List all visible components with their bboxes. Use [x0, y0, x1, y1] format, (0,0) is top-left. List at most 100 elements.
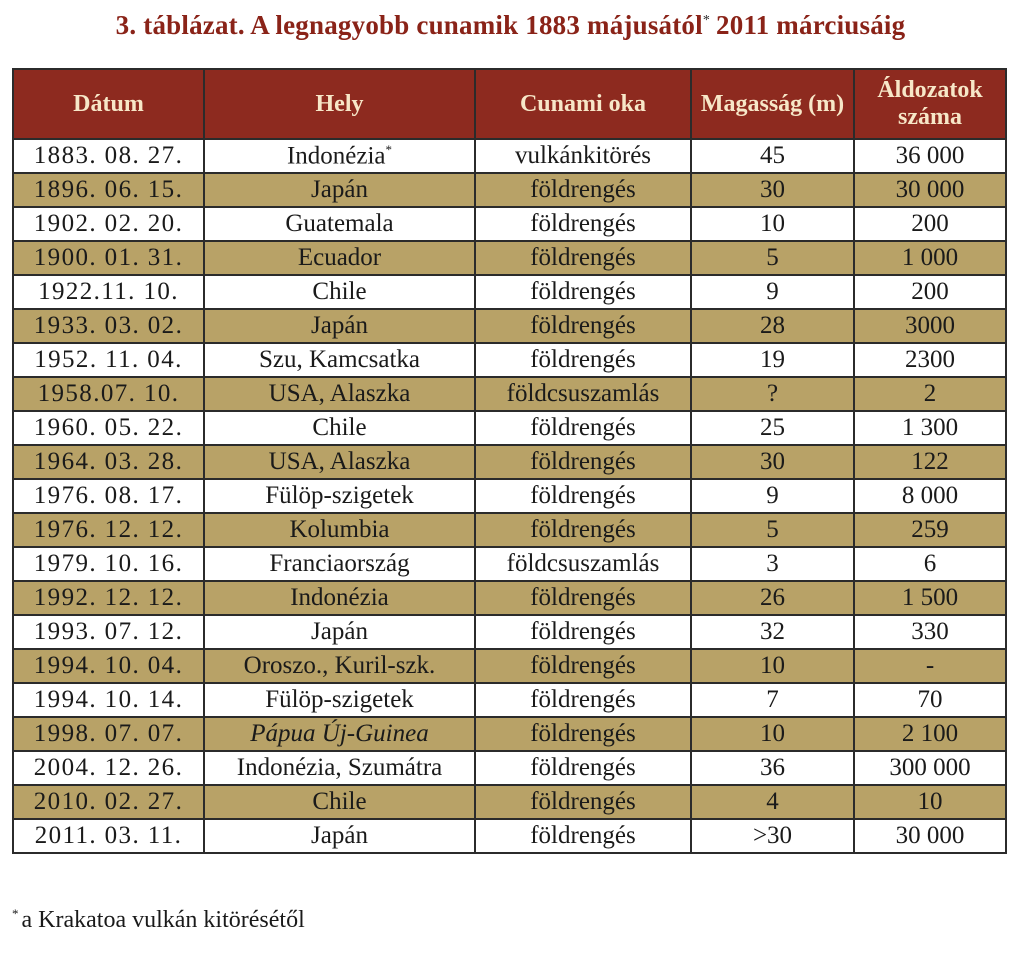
cell-victims: 2 — [853, 376, 1007, 412]
cell-height: 9 — [690, 478, 855, 514]
cell-cause: földrengés — [474, 308, 692, 344]
table-row: 1994. 10. 14. Fülöp-szigetek földrengés 7 70 — [12, 682, 1007, 718]
cell-cause: földrengés — [474, 172, 692, 208]
cell-victims: 330 — [853, 614, 1007, 650]
cell-place-text: Oroszo., Kuril-szk. — [243, 652, 436, 679]
cell-victims: 36 000 — [853, 138, 1007, 174]
cell-place: Japán — [203, 308, 476, 344]
cell-height: 10 — [690, 206, 855, 242]
cell-place-text: Japán — [311, 312, 368, 339]
cell-height: 3 — [690, 546, 855, 582]
cell-victims: 1 500 — [853, 580, 1007, 616]
table-row: 1976. 08. 17. Fülöp-szigetek földrengés 9 8 … — [12, 478, 1007, 514]
cell-cause: földcsuszamlás — [474, 546, 692, 582]
table-row: 1933. 03. 02. Japán földrengés 28 3000 — [12, 308, 1007, 344]
cell-place-text: Chile — [312, 414, 367, 441]
cell-date: 1992. 12. 12. — [12, 580, 205, 616]
cell-height: 36 — [690, 750, 855, 786]
table-title-text-end: 2011 márciusáig — [716, 10, 906, 40]
cell-victims: 10 — [853, 784, 1007, 820]
cell-place: Ecuador — [203, 240, 476, 276]
cell-date: 1902. 02. 20. — [12, 206, 205, 242]
cell-date: 1900. 01. 31. — [12, 240, 205, 276]
cell-place-text: Indonézia — [290, 584, 389, 611]
cell-place-text: USA, Alaszka — [268, 380, 411, 407]
table-row: 1900. 01. 31. Ecuador földrengés 5 1 000 — [12, 240, 1007, 276]
header-cause: Cunami oka — [474, 68, 692, 140]
cell-height: 19 — [690, 342, 855, 378]
cell-victims: 2300 — [853, 342, 1007, 378]
cell-place-text: Indonézia — [286, 142, 386, 170]
cell-place-text: Fülöp-szigetek — [265, 482, 414, 509]
cell-cause: földrengés — [474, 206, 692, 242]
cell-date: 2010. 02. 27. — [12, 784, 205, 820]
cell-date: 1979. 10. 16. — [12, 546, 205, 582]
cell-victims: 3000 — [853, 308, 1007, 344]
cell-victims: 200 — [853, 274, 1007, 310]
cell-cause: földrengés — [474, 716, 692, 752]
table-row: 1952. 11. 04. Szu, Kamcsatka földrengés 19 2… — [12, 342, 1007, 378]
cell-victims: 70 — [853, 682, 1007, 718]
title-footnote-marker: * — [702, 13, 711, 28]
cell-victims: 300 000 — [853, 750, 1007, 786]
cell-place: USA, Alaszka — [203, 376, 476, 412]
cell-cause: földrengés — [474, 478, 692, 514]
cell-place-text: Franciaország — [269, 550, 410, 577]
footnote-marker: * — [12, 906, 19, 921]
cell-place: Chile — [203, 410, 476, 446]
cell-place: Japán — [203, 818, 476, 854]
table-row: 1992. 12. 12. Indonézia földrengés 26 1 500 — [12, 580, 1007, 616]
cell-height: >30 — [690, 818, 855, 854]
cell-date: 1964. 03. 28. — [12, 444, 205, 480]
table-row: 1993. 07. 12. Japán földrengés 32 330 — [12, 614, 1007, 650]
cell-victims: 259 — [853, 512, 1007, 548]
cell-place-text: Ecuador — [297, 244, 382, 271]
cell-place: Fülöp-szigetek — [203, 682, 476, 718]
cell-cause: földrengés — [474, 750, 692, 786]
cell-cause: földrengés — [474, 410, 692, 446]
cell-height: 9 — [690, 274, 855, 310]
cell-place: Indonézia — [203, 580, 476, 616]
tsunami-table: Dátum Hely Cunami oka Magasság (m) Áldoz… — [12, 68, 1007, 854]
cell-place: Indonézia, Szumátra — [203, 750, 476, 786]
cell-place: Japán — [203, 172, 476, 208]
cell-height: 45 — [690, 138, 855, 174]
table-row: 1979. 10. 16. Franciaország földcsuszamlás… — [12, 546, 1007, 582]
header-place: Hely — [203, 68, 476, 140]
cell-cause: földrengés — [474, 818, 692, 854]
cell-victims: 1 300 — [853, 410, 1007, 446]
table-row: 1964. 03. 28. USA, Alaszka földrengés 30 122 — [12, 444, 1007, 480]
cell-place: Fülöp-szigetek — [203, 478, 476, 514]
cell-place-text: Pápua Új-Guinea — [250, 720, 429, 747]
cell-place-text: Japán — [311, 176, 368, 203]
cell-place-text: Kolumbia — [289, 516, 390, 543]
cell-cause: földrengés — [474, 648, 692, 684]
cell-place-text: Chile — [312, 788, 367, 815]
cell-place: Kolumbia — [203, 512, 476, 548]
table-header: Dátum Hely Cunami oka Magasság (m) Áldoz… — [12, 68, 1007, 140]
cell-cause: földrengés — [474, 240, 692, 276]
cell-cause: földrengés — [474, 274, 692, 310]
cell-date: 1994. 10. 14. — [12, 682, 205, 718]
cell-date: 1896. 06. 15. — [12, 172, 205, 208]
cell-victims: 6 — [853, 546, 1007, 582]
cell-height: 30 — [690, 172, 855, 208]
cell-cause: földrengés — [474, 784, 692, 820]
cell-victims: 200 — [853, 206, 1007, 242]
cell-height: 28 — [690, 308, 855, 344]
cell-date: 2004. 12. 26. — [12, 750, 205, 786]
table-row: 2011. 03. 11. Japán földrengés >30 30 000 — [12, 818, 1007, 854]
cell-date: 2011. 03. 11. — [12, 818, 205, 854]
cell-victims: 30 000 — [853, 172, 1007, 208]
cell-place: Pápua Új-Guinea — [203, 716, 476, 752]
footnote: * a Krakatoa vulkán kitörésétől — [12, 906, 305, 934]
cell-place-text: Japán — [311, 618, 368, 645]
table-body: 1883. 08. 27. Indonézia* vulkánkitörés 45 36… — [12, 138, 1007, 854]
cell-height: 5 — [690, 240, 855, 276]
cell-place: Chile — [203, 784, 476, 820]
cell-height: 4 — [690, 784, 855, 820]
cell-place: Oroszo., Kuril-szk. — [203, 648, 476, 684]
cell-date: 1993. 07. 12. — [12, 614, 205, 650]
cell-date: 1976. 12. 12. — [12, 512, 205, 548]
cell-height: 25 — [690, 410, 855, 446]
